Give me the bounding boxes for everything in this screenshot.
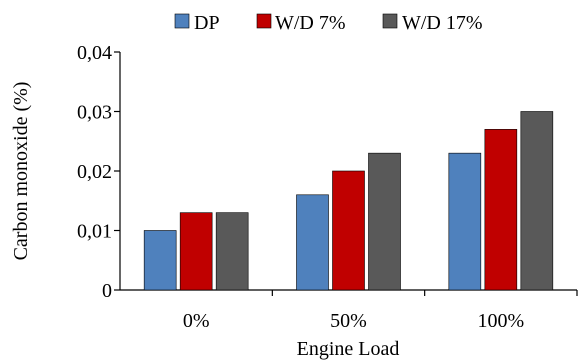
y-tick-label: 0,03 xyxy=(77,102,112,124)
bar-w-d-7--50pct xyxy=(332,170,365,291)
bar-w-d-17--50pct xyxy=(368,152,401,291)
legend-label-wd7: W/D 7% xyxy=(275,12,346,34)
legend-swatch-dp xyxy=(174,13,190,29)
y-tick-label: 0,01 xyxy=(77,221,112,243)
bar-w-d-17--100pct xyxy=(520,111,554,291)
bar-dp-0pct xyxy=(143,230,177,291)
bar-w-d-7--0pct xyxy=(179,212,213,291)
legend-swatch-wd17 xyxy=(382,13,398,29)
x-tick-label: 0% xyxy=(183,310,210,332)
ticks: 0 0,01 0,02 0,03 0,04 0% 50% 100% xyxy=(77,42,578,332)
bar-dp-50pct xyxy=(296,194,329,291)
legend-swatch-wd7 xyxy=(256,13,272,29)
x-axis-title: Engine Load xyxy=(297,338,400,360)
x-tick-label: 100% xyxy=(477,310,524,332)
bar-w-d-17--0pct xyxy=(215,212,249,291)
bar-dp-100pct xyxy=(448,152,482,291)
bar-w-d-7--100pct xyxy=(484,129,518,291)
legend: DP W/D 7% W/D 17% xyxy=(174,12,483,34)
legend-label-wd17: W/D 17% xyxy=(402,12,483,34)
y-axis-title: Carbon monoxide (%) xyxy=(10,82,32,261)
y-tick-label: 0,04 xyxy=(77,42,112,64)
x-tick-label: 50% xyxy=(330,310,367,332)
y-tick-label: 0 xyxy=(102,280,112,302)
y-tick-label: 0,02 xyxy=(77,161,112,183)
bars xyxy=(143,111,554,291)
legend-label-dp: DP xyxy=(194,12,220,34)
